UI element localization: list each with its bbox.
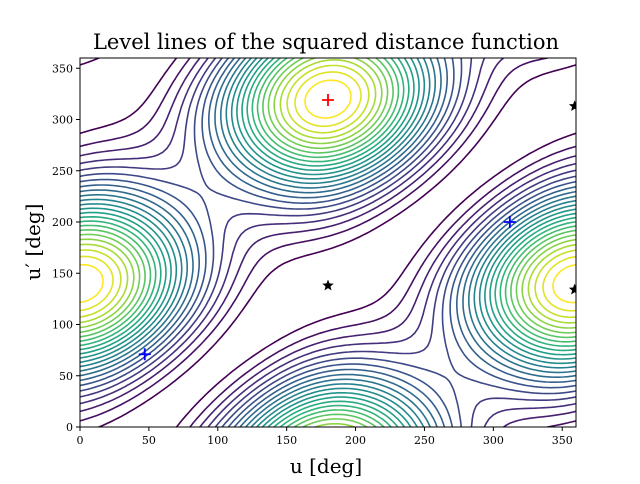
x-tick-label: 50 [142,434,156,447]
contour-level-line [80,58,576,427]
contour-level-line [80,58,576,427]
x-tick-label: 100 [207,434,228,447]
saddle-marker [568,100,576,111]
plot-frame [79,57,577,428]
y-axis-label: u′ [deg] [21,204,45,281]
chart-title: Level lines of the squared distance func… [93,30,559,54]
saddle-marker [322,279,334,291]
x-tick-label: 300 [483,434,504,447]
contour-level-line [80,64,576,319]
contour-level-line [80,58,576,427]
critical-point-markers [138,94,576,361]
contour-level-line [80,58,576,427]
saddle-marker [568,283,576,295]
y-tick-label: 200 [52,216,73,229]
contour-level-line [80,58,576,427]
x-tick-label: 350 [552,434,573,447]
contour-level-line [80,58,576,427]
x-axis-ticks: 0 50 100 150 200 250 300 350 [77,427,573,447]
y-tick-label: 150 [52,267,73,280]
y-tick-label: 50 [59,370,73,383]
contour-level-line [80,58,576,427]
contour-level-line [80,71,576,312]
minimum-marker [503,216,516,228]
y-axis-ticks: 0 50 100 150 200 250 300 350 [52,62,80,434]
y-tick-label: 300 [52,114,73,127]
contour-level-line [80,58,576,427]
x-tick-label: 250 [414,434,435,447]
y-tick-label: 0 [66,421,73,434]
contour-level-line [80,58,576,427]
y-tick-label: 100 [52,319,73,332]
x-axis-label: u [deg] [290,454,362,478]
x-tick-label: 150 [276,434,297,447]
x-tick-label: 200 [345,434,366,447]
contour-level-line [80,79,576,304]
contour-level-line [80,58,576,427]
contour-level-line [80,58,576,427]
contour-level-line [80,59,576,324]
x-tick-label: 0 [77,434,84,447]
contour-level-line [80,58,576,427]
y-tick-label: 350 [52,62,73,75]
minimum-marker [138,348,151,361]
maximum-marker [322,94,334,107]
y-tick-label: 250 [52,165,73,178]
